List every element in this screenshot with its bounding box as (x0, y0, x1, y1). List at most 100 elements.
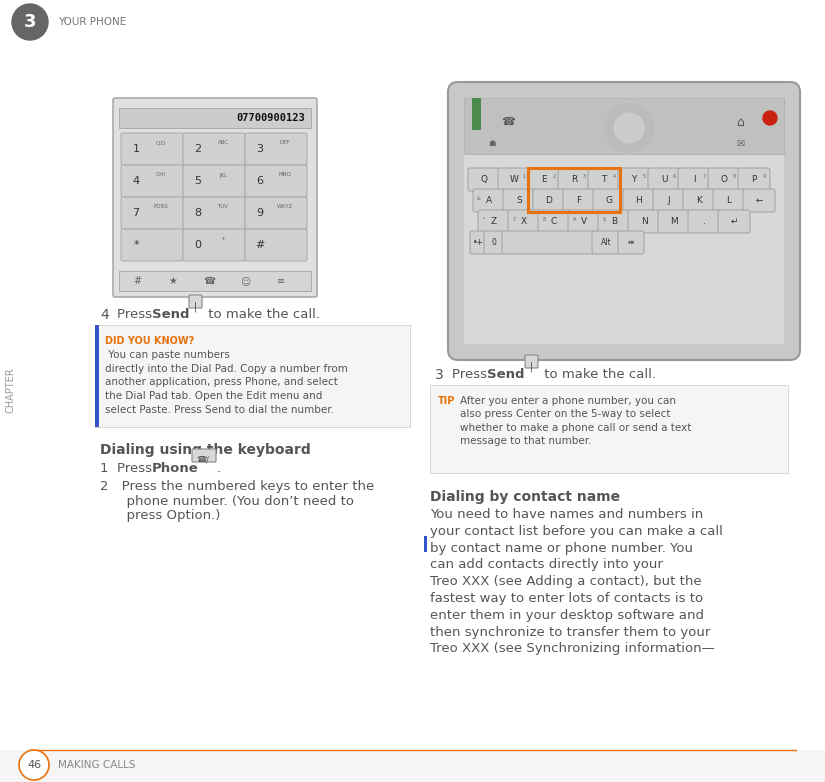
Text: 46: 46 (27, 760, 41, 770)
Text: •+: •+ (473, 238, 483, 247)
Text: .: . (217, 462, 221, 475)
Text: 8: 8 (543, 217, 545, 222)
Text: O: O (720, 175, 728, 184)
FancyBboxPatch shape (538, 210, 570, 233)
Text: 2: 2 (553, 174, 555, 179)
Text: I: I (693, 175, 695, 184)
Text: 4: 4 (133, 176, 139, 186)
FancyBboxPatch shape (121, 197, 183, 229)
Text: 9: 9 (762, 174, 766, 179)
Text: 5: 5 (643, 174, 645, 179)
Text: 3: 3 (435, 368, 444, 382)
FancyBboxPatch shape (470, 231, 486, 254)
FancyBboxPatch shape (113, 98, 317, 297)
FancyBboxPatch shape (183, 165, 245, 197)
Text: 9: 9 (257, 208, 263, 218)
Text: 7: 7 (512, 217, 516, 222)
FancyBboxPatch shape (618, 168, 650, 191)
Text: U: U (661, 175, 667, 184)
Text: 7: 7 (133, 208, 139, 218)
Text: 0: 0 (492, 238, 497, 247)
FancyBboxPatch shape (588, 168, 620, 191)
Text: W: W (510, 175, 518, 184)
Circle shape (763, 111, 777, 125)
Text: Q: Q (480, 175, 488, 184)
Text: CHAPTER: CHAPTER (6, 368, 16, 413)
FancyBboxPatch shape (503, 189, 535, 212)
Text: Dialing by contact name: Dialing by contact name (430, 490, 620, 504)
Text: Alt: Alt (601, 238, 611, 247)
Text: press Option.): press Option.) (100, 509, 220, 522)
Text: C: C (551, 217, 557, 226)
FancyBboxPatch shape (473, 189, 505, 212)
FancyBboxPatch shape (121, 133, 183, 165)
Text: another application, press Phone, and select: another application, press Phone, and se… (105, 378, 338, 387)
FancyBboxPatch shape (183, 133, 245, 165)
FancyBboxPatch shape (713, 189, 745, 212)
Text: .: . (703, 217, 705, 226)
Text: 6: 6 (257, 176, 263, 186)
Text: ☎: ☎ (203, 276, 215, 286)
Text: 3: 3 (257, 144, 263, 154)
Text: Dialing using the keyboard: Dialing using the keyboard (100, 443, 311, 457)
FancyBboxPatch shape (484, 231, 504, 254)
Text: S: S (516, 196, 522, 205)
Text: 8: 8 (733, 174, 736, 179)
FancyBboxPatch shape (121, 165, 183, 197)
FancyBboxPatch shape (502, 231, 594, 254)
Text: ABC: ABC (218, 141, 229, 145)
FancyBboxPatch shape (192, 449, 216, 462)
Text: P: P (752, 175, 757, 184)
Text: 3: 3 (582, 174, 586, 179)
Text: MAKING CALLS: MAKING CALLS (58, 760, 135, 770)
Bar (0, 750, 825, 782)
FancyBboxPatch shape (498, 168, 530, 191)
Text: Q.D: Q.D (156, 141, 166, 145)
Text: GHI: GHI (156, 173, 166, 178)
Text: PORS: PORS (153, 205, 168, 210)
Text: J: J (667, 196, 670, 205)
Text: ☎: ☎ (196, 455, 206, 465)
FancyBboxPatch shape (468, 168, 500, 191)
Text: +: + (220, 236, 225, 242)
Text: directly into the Dial Pad. Copy a number from: directly into the Dial Pad. Copy a numbe… (105, 364, 348, 374)
FancyBboxPatch shape (592, 231, 620, 254)
Text: *: * (483, 217, 485, 222)
Text: Z: Z (491, 217, 497, 226)
Text: 3: 3 (24, 13, 36, 31)
Bar (119, 271, 311, 291)
FancyBboxPatch shape (245, 133, 307, 165)
Text: V: V (581, 217, 587, 226)
Text: TIP: TIP (438, 396, 455, 406)
FancyBboxPatch shape (743, 189, 775, 212)
Text: T: T (601, 175, 606, 184)
FancyBboxPatch shape (568, 210, 600, 233)
Bar (95, 325, 99, 427)
Text: F: F (577, 196, 582, 205)
Text: X: X (521, 217, 527, 226)
Text: M: M (670, 217, 678, 226)
Text: N: N (641, 217, 648, 226)
Text: 4: 4 (100, 308, 109, 322)
Text: Y: Y (631, 175, 637, 184)
Text: ☗: ☗ (488, 139, 496, 149)
Text: E: E (541, 175, 547, 184)
Text: WXYZ: WXYZ (277, 205, 293, 210)
Text: Press: Press (117, 462, 156, 475)
Text: YOUR PHONE: YOUR PHONE (58, 17, 126, 27)
Text: You can paste numbers: You can paste numbers (105, 350, 230, 360)
Text: K: K (696, 196, 702, 205)
Circle shape (19, 750, 49, 780)
Text: the Dial Pad tab. Open the Edit menu and: the Dial Pad tab. Open the Edit menu and (105, 391, 323, 401)
Text: ★: ★ (168, 276, 177, 286)
Text: ←: ← (755, 196, 763, 205)
FancyBboxPatch shape (528, 168, 560, 191)
Text: to make the call.: to make the call. (204, 308, 320, 321)
Text: 1: 1 (133, 144, 139, 154)
Text: ⇹: ⇹ (628, 238, 634, 247)
Text: H: H (635, 196, 643, 205)
Bar (464, 98, 784, 154)
Text: ≡: ≡ (277, 276, 285, 286)
Text: |: | (194, 302, 197, 312)
Text: 6: 6 (672, 174, 676, 179)
